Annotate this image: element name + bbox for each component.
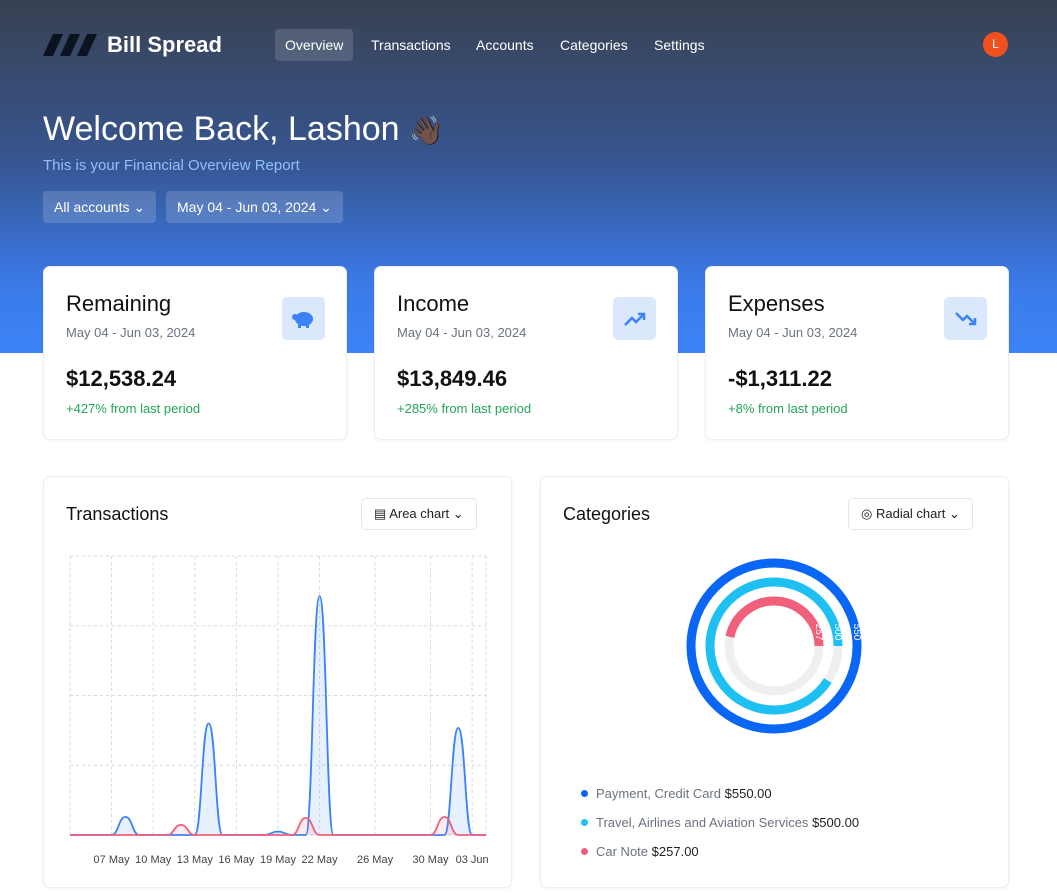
ring-label: 550 xyxy=(851,624,862,641)
panel-title: Categories xyxy=(563,504,651,524)
label: May 04 - Jun 03, 2024 xyxy=(177,199,317,215)
nav-item[interactable]: Overview xyxy=(275,29,354,61)
line xyxy=(70,595,486,836)
card: Income May 04 - Jun 03, 2024 $13,849.46 … xyxy=(374,266,678,440)
ring-label: 257 xyxy=(813,624,824,641)
label: Radial chart xyxy=(875,506,946,521)
legend-name: Travel, Airlines and Aviation Services xyxy=(596,815,809,830)
subtitle: This is your Financial Overview Report xyxy=(43,157,300,174)
label: All accounts xyxy=(54,199,130,215)
ring-arc xyxy=(686,558,862,734)
legend-dot xyxy=(581,848,588,855)
legend-item: Car Note $257.00 xyxy=(581,844,699,859)
x-tick-label: 26 May xyxy=(357,854,394,866)
nav-item[interactable]: Settings xyxy=(654,37,705,53)
card: Expenses May 04 - Jun 03, 2024 -$1,311.2… xyxy=(705,266,1009,440)
card-change: +285% from last period xyxy=(397,401,532,416)
legend-item: Payment, Credit Card $550.00 xyxy=(581,786,772,801)
x-tick-label: 22 May xyxy=(302,854,339,866)
date-filter[interactable]: May 04 - Jun 03, 2024 ⌄ xyxy=(166,191,343,223)
chart-type-button[interactable]: ▤ Area chart ⌄ xyxy=(361,498,477,530)
card-period: May 04 - Jun 03, 2024 xyxy=(66,325,196,340)
x-tick-label: 03 Jun xyxy=(456,854,489,866)
panel-title: Transactions xyxy=(66,504,169,524)
legend-dot xyxy=(581,819,588,826)
legend-value: $257.00 xyxy=(651,844,699,859)
welcome-title: Welcome Back, Lashon 👋🏿 xyxy=(43,110,444,149)
label: Area chart xyxy=(389,506,450,521)
x-tick-label: 13 May xyxy=(177,854,214,866)
legend-value: $500.00 xyxy=(812,815,860,830)
x-tick-label: 19 May xyxy=(260,854,297,866)
radial-chart: 550 500 257 xyxy=(686,558,862,734)
nav-item[interactable]: Categories xyxy=(560,37,628,53)
card-amount: -$1,311.22 xyxy=(728,366,832,391)
ring-arc xyxy=(705,577,843,715)
x-tick-label: 10 May xyxy=(135,854,172,866)
x-tick-label: 16 May xyxy=(218,854,255,866)
card-amount: $13,849.46 xyxy=(397,366,508,391)
x-tick-label: 30 May xyxy=(412,854,449,866)
nav-item[interactable]: Transactions xyxy=(371,37,451,53)
title-text: Welcome Back, Lashon xyxy=(43,110,400,148)
nav-item[interactable]: Accounts xyxy=(476,37,534,53)
line xyxy=(70,815,486,836)
area-fill xyxy=(70,596,486,835)
card-title: Remaining xyxy=(66,291,172,316)
trend-up-icon xyxy=(613,297,656,340)
logo xyxy=(43,34,97,56)
card-change: +427% from last period xyxy=(66,401,201,416)
transactions-panel: Transactions ▤ Area chart ⌄ 07 May 10 May… xyxy=(43,476,512,888)
categories-panel: Categories ◎ Radial chart ⌄ 550 500 257 Pa… xyxy=(540,476,1009,888)
area-chart: 07 May 10 May 13 May 16 May 19 May 22 May 26 M… xyxy=(69,555,489,866)
legend-name: Car Note xyxy=(596,844,649,859)
x-tick-label: 07 May xyxy=(94,854,131,866)
piggy-icon xyxy=(282,297,325,340)
chart-type-button[interactable]: ◎ Radial chart ⌄ xyxy=(848,498,973,530)
legend-value: $550.00 xyxy=(724,786,772,801)
card-title: Expenses xyxy=(728,291,825,316)
legend-dot xyxy=(581,790,588,797)
account-filter[interactable]: All accounts ⌄ xyxy=(43,191,157,223)
emoji: 👋🏿 xyxy=(409,115,444,146)
card-change: +8% from last period xyxy=(728,401,848,416)
trend-down-icon xyxy=(944,297,987,340)
brand: Bill Spread xyxy=(107,32,222,57)
card-amount: $12,538.24 xyxy=(66,366,177,391)
ring-arc xyxy=(725,596,824,647)
card-period: May 04 - Jun 03, 2024 xyxy=(728,325,858,340)
ring-label: 500 xyxy=(832,624,843,641)
card-title: Income xyxy=(397,291,470,316)
card-period: May 04 - Jun 03, 2024 xyxy=(397,325,527,340)
card: Remaining May 04 - Jun 03, 2024 $12,538.… xyxy=(43,266,347,440)
avatar[interactable]: L xyxy=(983,32,1008,57)
legend-item: Travel, Airlines and Aviation Services $… xyxy=(581,815,859,830)
legend-name: Payment, Credit Card xyxy=(596,786,721,801)
